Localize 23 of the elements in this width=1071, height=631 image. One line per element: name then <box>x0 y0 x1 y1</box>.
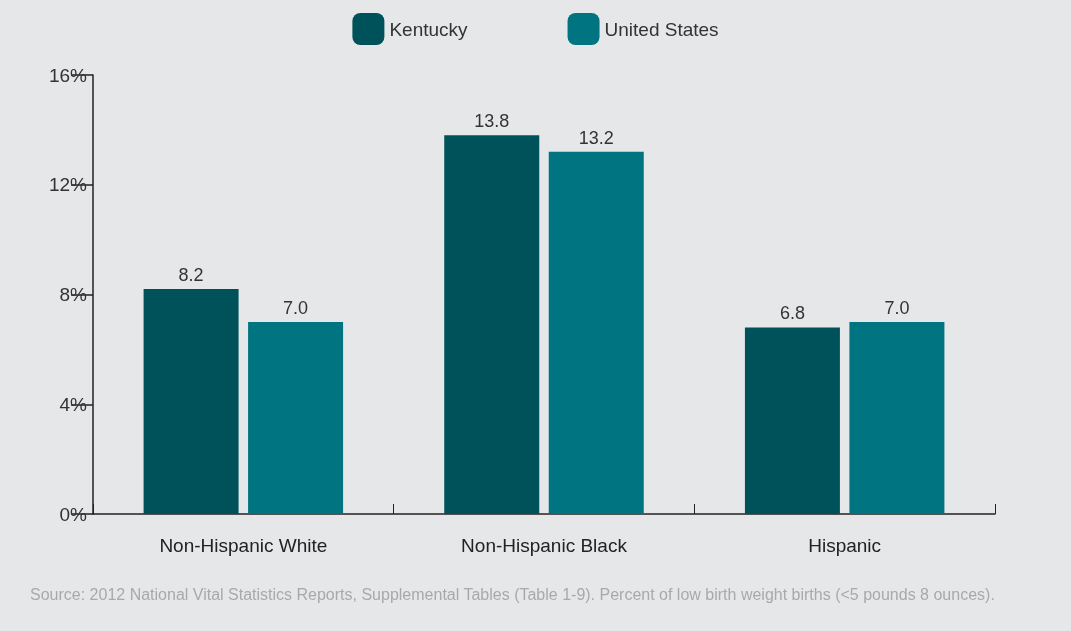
bar <box>744 327 840 514</box>
data-label: 8.2 <box>178 265 204 286</box>
data-label: 6.8 <box>779 303 805 324</box>
x-tick-label: Hispanic <box>808 535 882 556</box>
source-note: Source: 2012 National Vital Statistics Reports, Supplemental Tables (Table 1-9). Percent of low birth weight births (<5 pounds 8 ounces). <box>30 585 995 603</box>
y-tick-label: 8% <box>59 284 88 305</box>
data-label: 7.0 <box>884 297 910 318</box>
y-tick-label: 0% <box>59 503 88 525</box>
bar <box>849 321 945 514</box>
y-tick-label: 4% <box>59 393 88 415</box>
y-tick-label: 16% <box>48 64 88 86</box>
x-tick-label: Non-Hispanic Black <box>461 535 628 556</box>
x-tick-label: Non-Hispanic White <box>159 535 328 556</box>
legend-label: Kentucky <box>389 18 469 40</box>
y-tick-label: 12% <box>48 174 88 196</box>
bar <box>444 135 540 514</box>
bar <box>548 151 644 514</box>
legend-label: United States <box>604 18 719 40</box>
data-label: 7.0 <box>283 297 309 318</box>
data-label: 13.2 <box>578 127 614 148</box>
bar <box>143 289 239 514</box>
data-label: 13.8 <box>474 111 510 132</box>
bar <box>248 321 344 514</box>
